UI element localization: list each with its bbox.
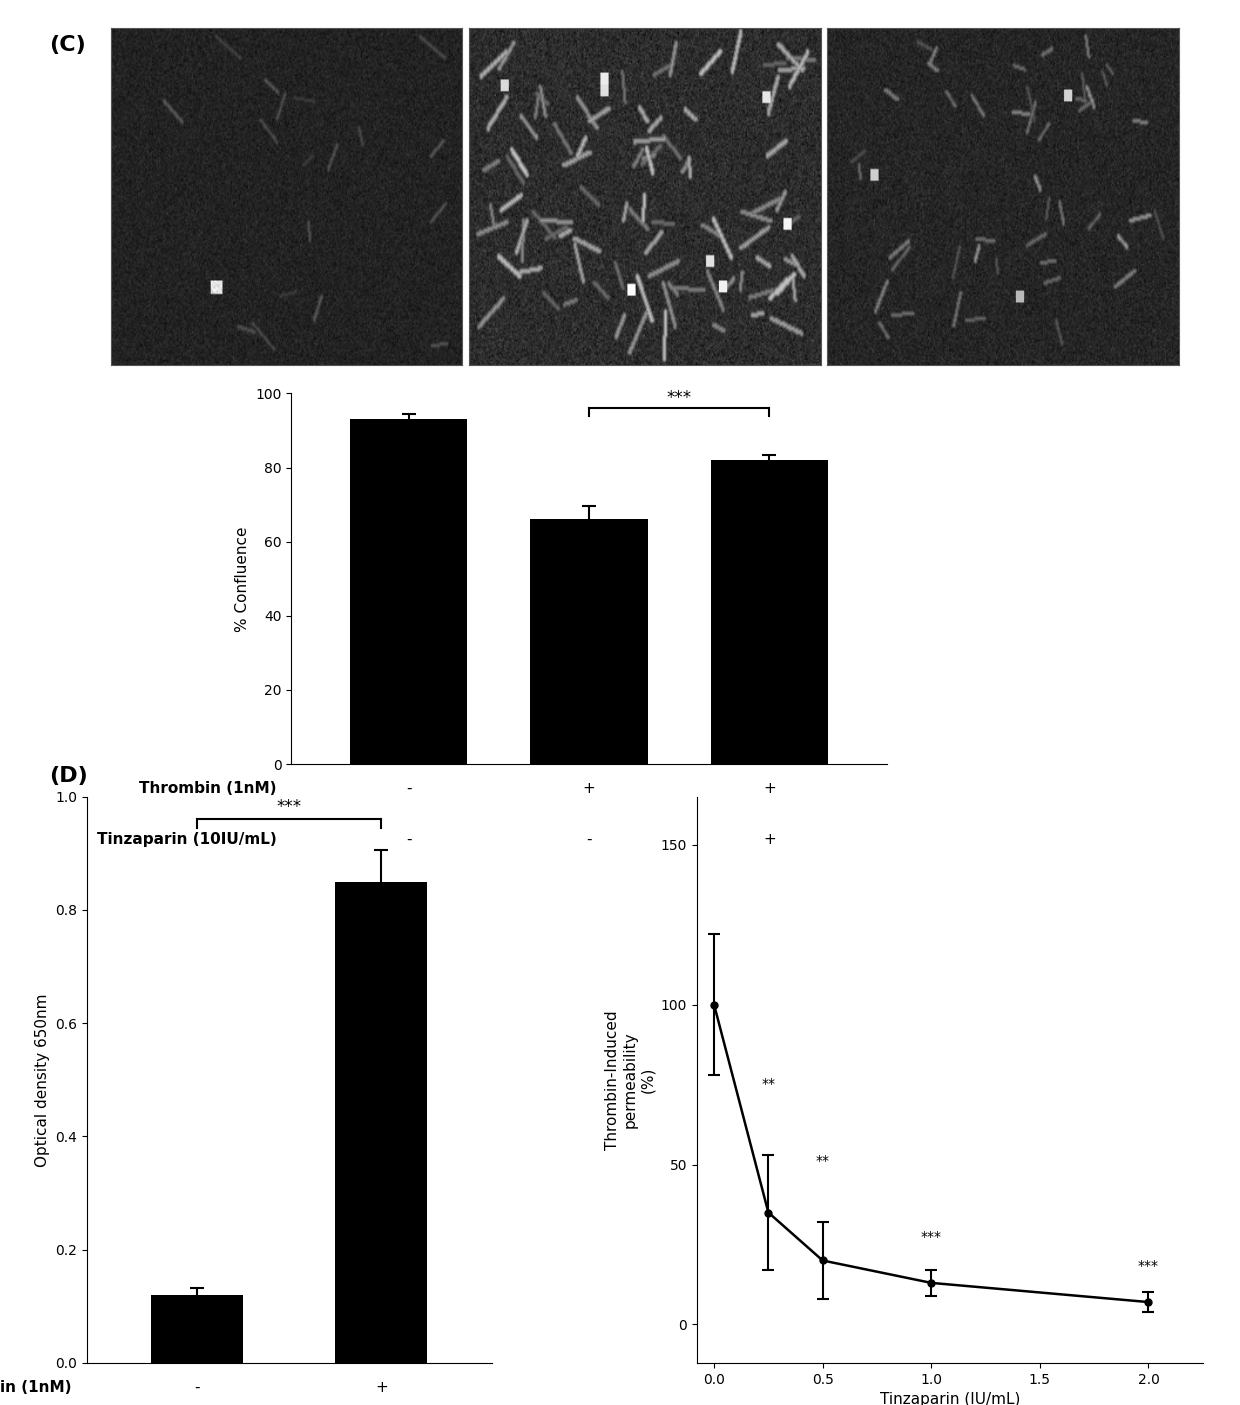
- Text: +: +: [763, 781, 776, 797]
- Text: -: -: [195, 1380, 200, 1395]
- Text: -: -: [587, 832, 591, 847]
- Text: (D): (D): [50, 766, 88, 785]
- X-axis label: Tinzaparin (IU/mL): Tinzaparin (IU/mL): [879, 1392, 1021, 1405]
- Bar: [711, 461, 828, 764]
- Bar: [531, 520, 647, 764]
- Bar: [335, 881, 428, 1363]
- Text: (C): (C): [50, 35, 87, 55]
- Bar: [151, 1295, 243, 1363]
- Text: ***: ***: [921, 1231, 941, 1245]
- Text: +: +: [763, 832, 776, 847]
- Text: Thrombin (1nM): Thrombin (1nM): [139, 781, 277, 797]
- Bar: [350, 419, 467, 764]
- Text: +: +: [583, 781, 595, 797]
- Y-axis label: Thrombin-Induced
permeability
(%): Thrombin-Induced permeability (%): [605, 1010, 655, 1149]
- Text: **: **: [761, 1078, 775, 1090]
- Y-axis label: % Confluence: % Confluence: [234, 525, 249, 631]
- Text: Tinzaparin (10IU/mL): Tinzaparin (10IU/mL): [97, 832, 277, 847]
- Y-axis label: Optical density 650nm: Optical density 650nm: [35, 993, 50, 1166]
- Text: Thrombin (1nM): Thrombin (1nM): [0, 1380, 72, 1395]
- Text: +: +: [374, 1380, 388, 1395]
- Text: **: **: [816, 1154, 830, 1168]
- Text: -: -: [405, 781, 412, 797]
- Text: ***: ***: [667, 389, 692, 407]
- Text: ***: ***: [277, 798, 301, 816]
- Text: ***: ***: [1138, 1259, 1159, 1273]
- Text: -: -: [405, 832, 412, 847]
